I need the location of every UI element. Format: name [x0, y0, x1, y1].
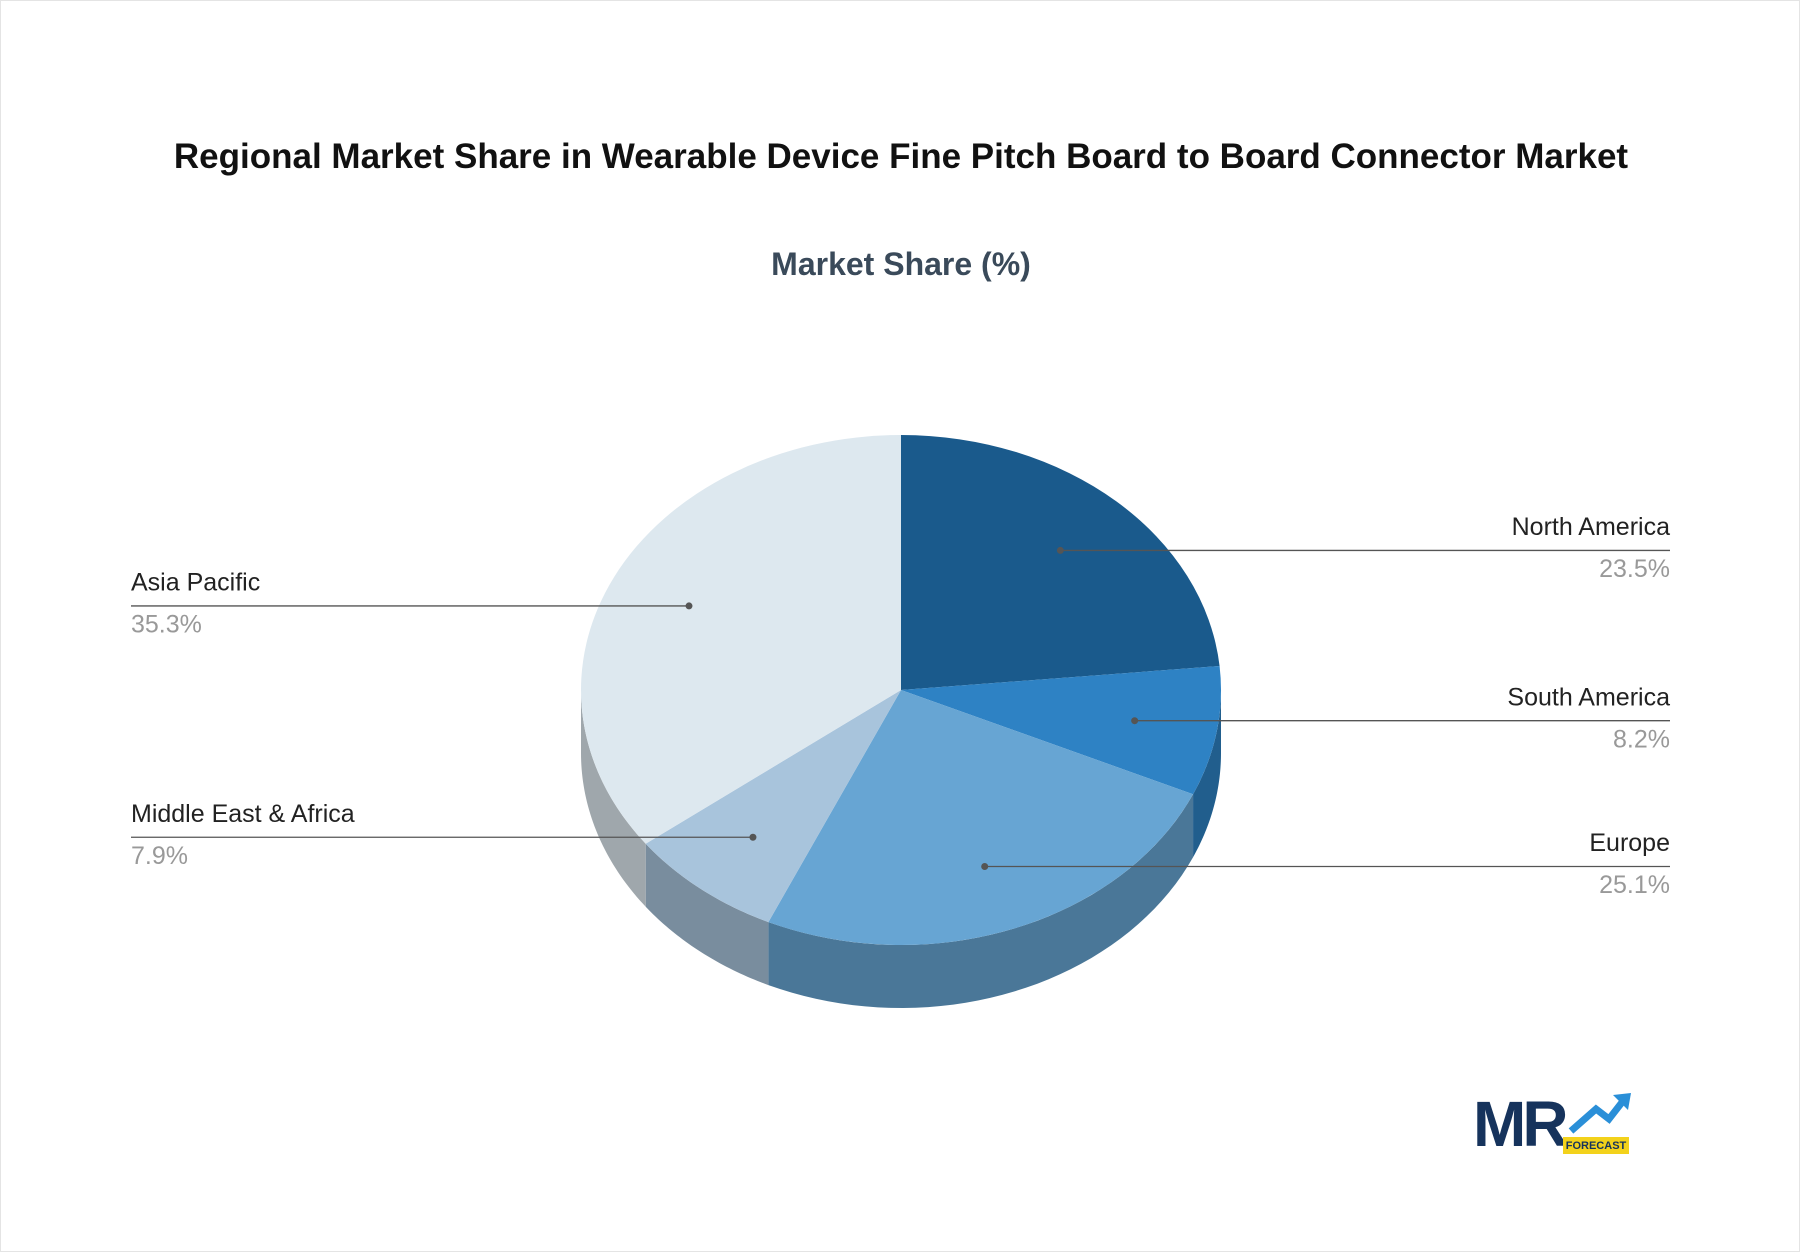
legend-label: North America	[1512, 513, 1670, 541]
logo-arrow	[1568, 1098, 1626, 1134]
slice	[581, 435, 901, 844]
leader-dot	[1131, 717, 1139, 725]
data-label: 7.9%	[131, 842, 188, 870]
slice	[901, 435, 1220, 690]
data-label: 23.5%	[1599, 555, 1670, 583]
logo-text: MR	[1473, 1088, 1567, 1160]
legend-label: Asia Pacific	[131, 569, 260, 597]
slice-side	[768, 794, 1194, 1008]
slice-side	[1193, 690, 1221, 858]
slice-side	[645, 843, 769, 986]
logo-badge	[1563, 1137, 1629, 1154]
slice-side	[581, 690, 646, 907]
logo-subtext: FORECAST	[1566, 1140, 1627, 1152]
leader-dot	[981, 863, 989, 871]
slice	[645, 690, 901, 923]
legend-label: Europe	[1589, 829, 1670, 857]
data-label: 8.2%	[1613, 725, 1670, 753]
slice	[901, 666, 1221, 795]
data-label: 25.1%	[1599, 871, 1670, 899]
legend-label: Middle East & Africa	[131, 800, 355, 828]
legend-label: South America	[1507, 683, 1670, 711]
slice	[768, 690, 1194, 946]
leader-dot	[1056, 546, 1064, 554]
leader-dot	[685, 602, 693, 610]
leader-dot	[749, 833, 757, 841]
chart-title: Regional Market Share in Wearable Device…	[173, 137, 1629, 176]
data-label: 35.3%	[131, 611, 202, 639]
chart-subtitle: Market Share (%)	[771, 246, 1031, 282]
logo-arrowhead	[1613, 1093, 1631, 1110]
